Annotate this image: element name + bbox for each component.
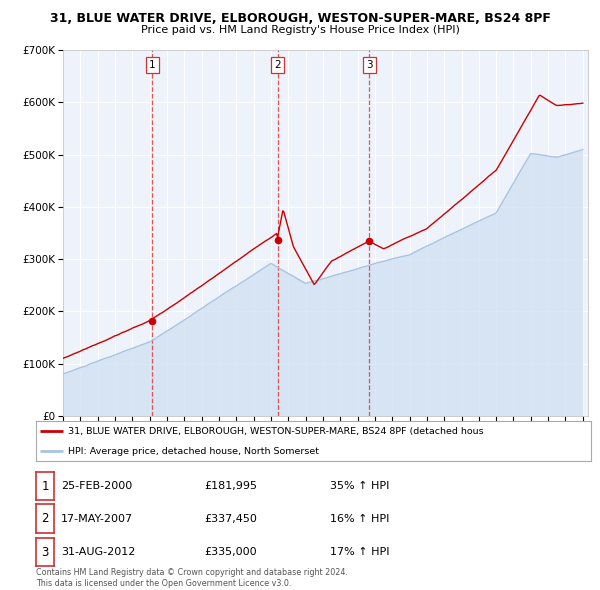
Text: £337,450: £337,450 — [204, 514, 257, 523]
Text: 1: 1 — [149, 60, 155, 70]
Text: 2: 2 — [41, 512, 49, 525]
Text: 3: 3 — [366, 60, 373, 70]
Text: This data is licensed under the Open Government Licence v3.0.: This data is licensed under the Open Gov… — [36, 579, 292, 588]
Text: 31, BLUE WATER DRIVE, ELBOROUGH, WESTON-SUPER-MARE, BS24 8PF (detached hous: 31, BLUE WATER DRIVE, ELBOROUGH, WESTON-… — [68, 427, 483, 436]
Text: 16% ↑ HPI: 16% ↑ HPI — [330, 514, 389, 523]
Text: 31, BLUE WATER DRIVE, ELBOROUGH, WESTON-SUPER-MARE, BS24 8PF: 31, BLUE WATER DRIVE, ELBOROUGH, WESTON-… — [50, 12, 550, 25]
Text: Price paid vs. HM Land Registry's House Price Index (HPI): Price paid vs. HM Land Registry's House … — [140, 25, 460, 35]
Text: 31-AUG-2012: 31-AUG-2012 — [61, 548, 136, 557]
Text: £181,995: £181,995 — [204, 481, 257, 491]
Text: Contains HM Land Registry data © Crown copyright and database right 2024.: Contains HM Land Registry data © Crown c… — [36, 568, 348, 577]
Text: 1: 1 — [41, 480, 49, 493]
Text: 25-FEB-2000: 25-FEB-2000 — [61, 481, 133, 491]
Text: 17-MAY-2007: 17-MAY-2007 — [61, 514, 133, 523]
Text: HPI: Average price, detached house, North Somerset: HPI: Average price, detached house, Nort… — [68, 447, 319, 456]
Text: 2: 2 — [274, 60, 281, 70]
Text: £335,000: £335,000 — [204, 548, 257, 557]
Text: 35% ↑ HPI: 35% ↑ HPI — [330, 481, 389, 491]
Text: 17% ↑ HPI: 17% ↑ HPI — [330, 548, 389, 557]
Text: 3: 3 — [41, 546, 49, 559]
